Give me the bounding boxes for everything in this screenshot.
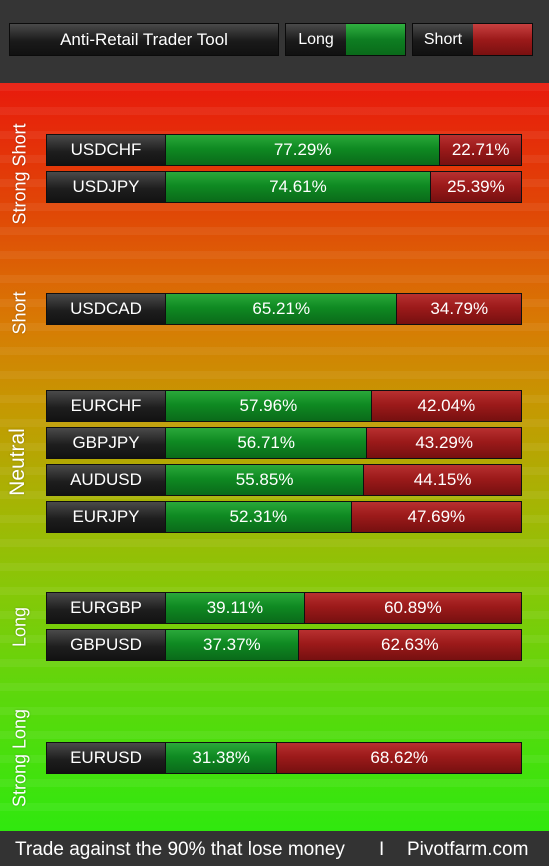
legend-short-swatch (473, 24, 532, 55)
short-bar: 25.39% (430, 172, 521, 202)
long-bar: 56.71% (166, 428, 368, 458)
pair-row-usdjpy[interactable]: USDJPY 74.61% 25.39% (46, 171, 522, 203)
ratio-bar: 56.71% 43.29% (166, 428, 521, 458)
pair-name: EURJPY (47, 502, 166, 532)
group-label-short: Short (9, 291, 30, 335)
ratio-bar: 37.37% 62.63% (166, 630, 521, 660)
short-bar: 60.89% (304, 593, 521, 623)
pair-row-eurjpy[interactable]: EURJPY 52.31% 47.69% (46, 501, 522, 533)
ratio-bar: 77.29% 22.71% (166, 135, 521, 165)
short-bar: 34.79% (397, 294, 521, 324)
legend-long-swatch (346, 24, 405, 55)
pair-name: GBPJPY (47, 428, 166, 458)
short-bar: 43.29% (367, 428, 521, 458)
legend-short: Short (412, 23, 533, 56)
pair-row-eurchf[interactable]: EURCHF 57.96% 42.04% (46, 390, 522, 422)
legend-long: Long (285, 23, 406, 56)
short-bar: 62.63% (298, 630, 521, 660)
pair-row-usdcad[interactable]: USDCAD 65.21% 34.79% (46, 293, 522, 325)
pair-row-eurgbp[interactable]: EURGBP 39.11% 60.89% (46, 592, 522, 624)
pair-row-usdchf[interactable]: USDCHF 77.29% 22.71% (46, 134, 522, 166)
footer-bar: Trade against the 90% that lose money I … (0, 831, 549, 866)
pair-row-audusd[interactable]: AUDUSD 55.85% 44.15% (46, 464, 522, 496)
long-bar: 77.29% (166, 135, 441, 165)
ratio-bar: 52.31% 47.69% (166, 502, 521, 532)
pair-name: USDCAD (47, 294, 166, 324)
short-bar: 44.15% (364, 465, 521, 495)
pair-row-gbpusd[interactable]: GBPUSD 37.37% 62.63% (46, 629, 522, 661)
ratio-bar: 31.38% 68.62% (166, 743, 521, 773)
ratio-bar: 74.61% 25.39% (166, 172, 521, 202)
long-bar: 39.11% (166, 593, 305, 623)
long-bar: 74.61% (166, 172, 431, 202)
pair-row-gbpjpy[interactable]: GBPJPY 56.71% 43.29% (46, 427, 522, 459)
long-bar: 55.85% (166, 465, 365, 495)
app-title: Anti-Retail Trader Tool (9, 23, 279, 56)
footer-slogan: Trade against the 90% that lose money (15, 839, 345, 860)
footer-separator: I (379, 839, 385, 860)
ratio-bar: 55.85% 44.15% (166, 465, 521, 495)
long-bar: 37.37% (166, 630, 299, 660)
long-bar: 52.31% (166, 502, 352, 532)
short-bar: 47.69% (351, 502, 521, 532)
pair-name: EURCHF (47, 391, 166, 421)
long-bar: 57.96% (166, 391, 372, 421)
group-label-neutral: Neutral (6, 428, 29, 496)
short-bar: 22.71% (440, 135, 521, 165)
pair-name: EURUSD (47, 743, 166, 773)
legend-long-label: Long (286, 24, 346, 55)
pair-name: EURGBP (47, 593, 166, 623)
header-bar: Anti-Retail Trader Tool Long Short (0, 0, 549, 83)
group-label-long: Long (9, 606, 30, 648)
long-bar: 65.21% (166, 294, 398, 324)
footer-site-link[interactable]: Pivotfarm.com (407, 839, 529, 860)
pair-name: AUDUSD (47, 465, 166, 495)
group-label-strong-long: Strong Long (9, 708, 30, 808)
legend-short-label: Short (413, 24, 473, 55)
ratio-bar: 65.21% 34.79% (166, 294, 521, 324)
short-bar: 68.62% (277, 743, 521, 773)
pair-name: GBPUSD (47, 630, 166, 660)
pair-name: USDJPY (47, 172, 166, 202)
long-bar: 31.38% (166, 743, 278, 773)
pair-name: USDCHF (47, 135, 166, 165)
ratio-bar: 57.96% 42.04% (166, 391, 521, 421)
pair-row-eurusd[interactable]: EURUSD 31.38% 68.62% (46, 742, 522, 774)
group-label-strong-short: Strong Short (9, 123, 30, 225)
ratio-bar: 39.11% 60.89% (166, 593, 521, 623)
short-bar: 42.04% (371, 391, 521, 421)
